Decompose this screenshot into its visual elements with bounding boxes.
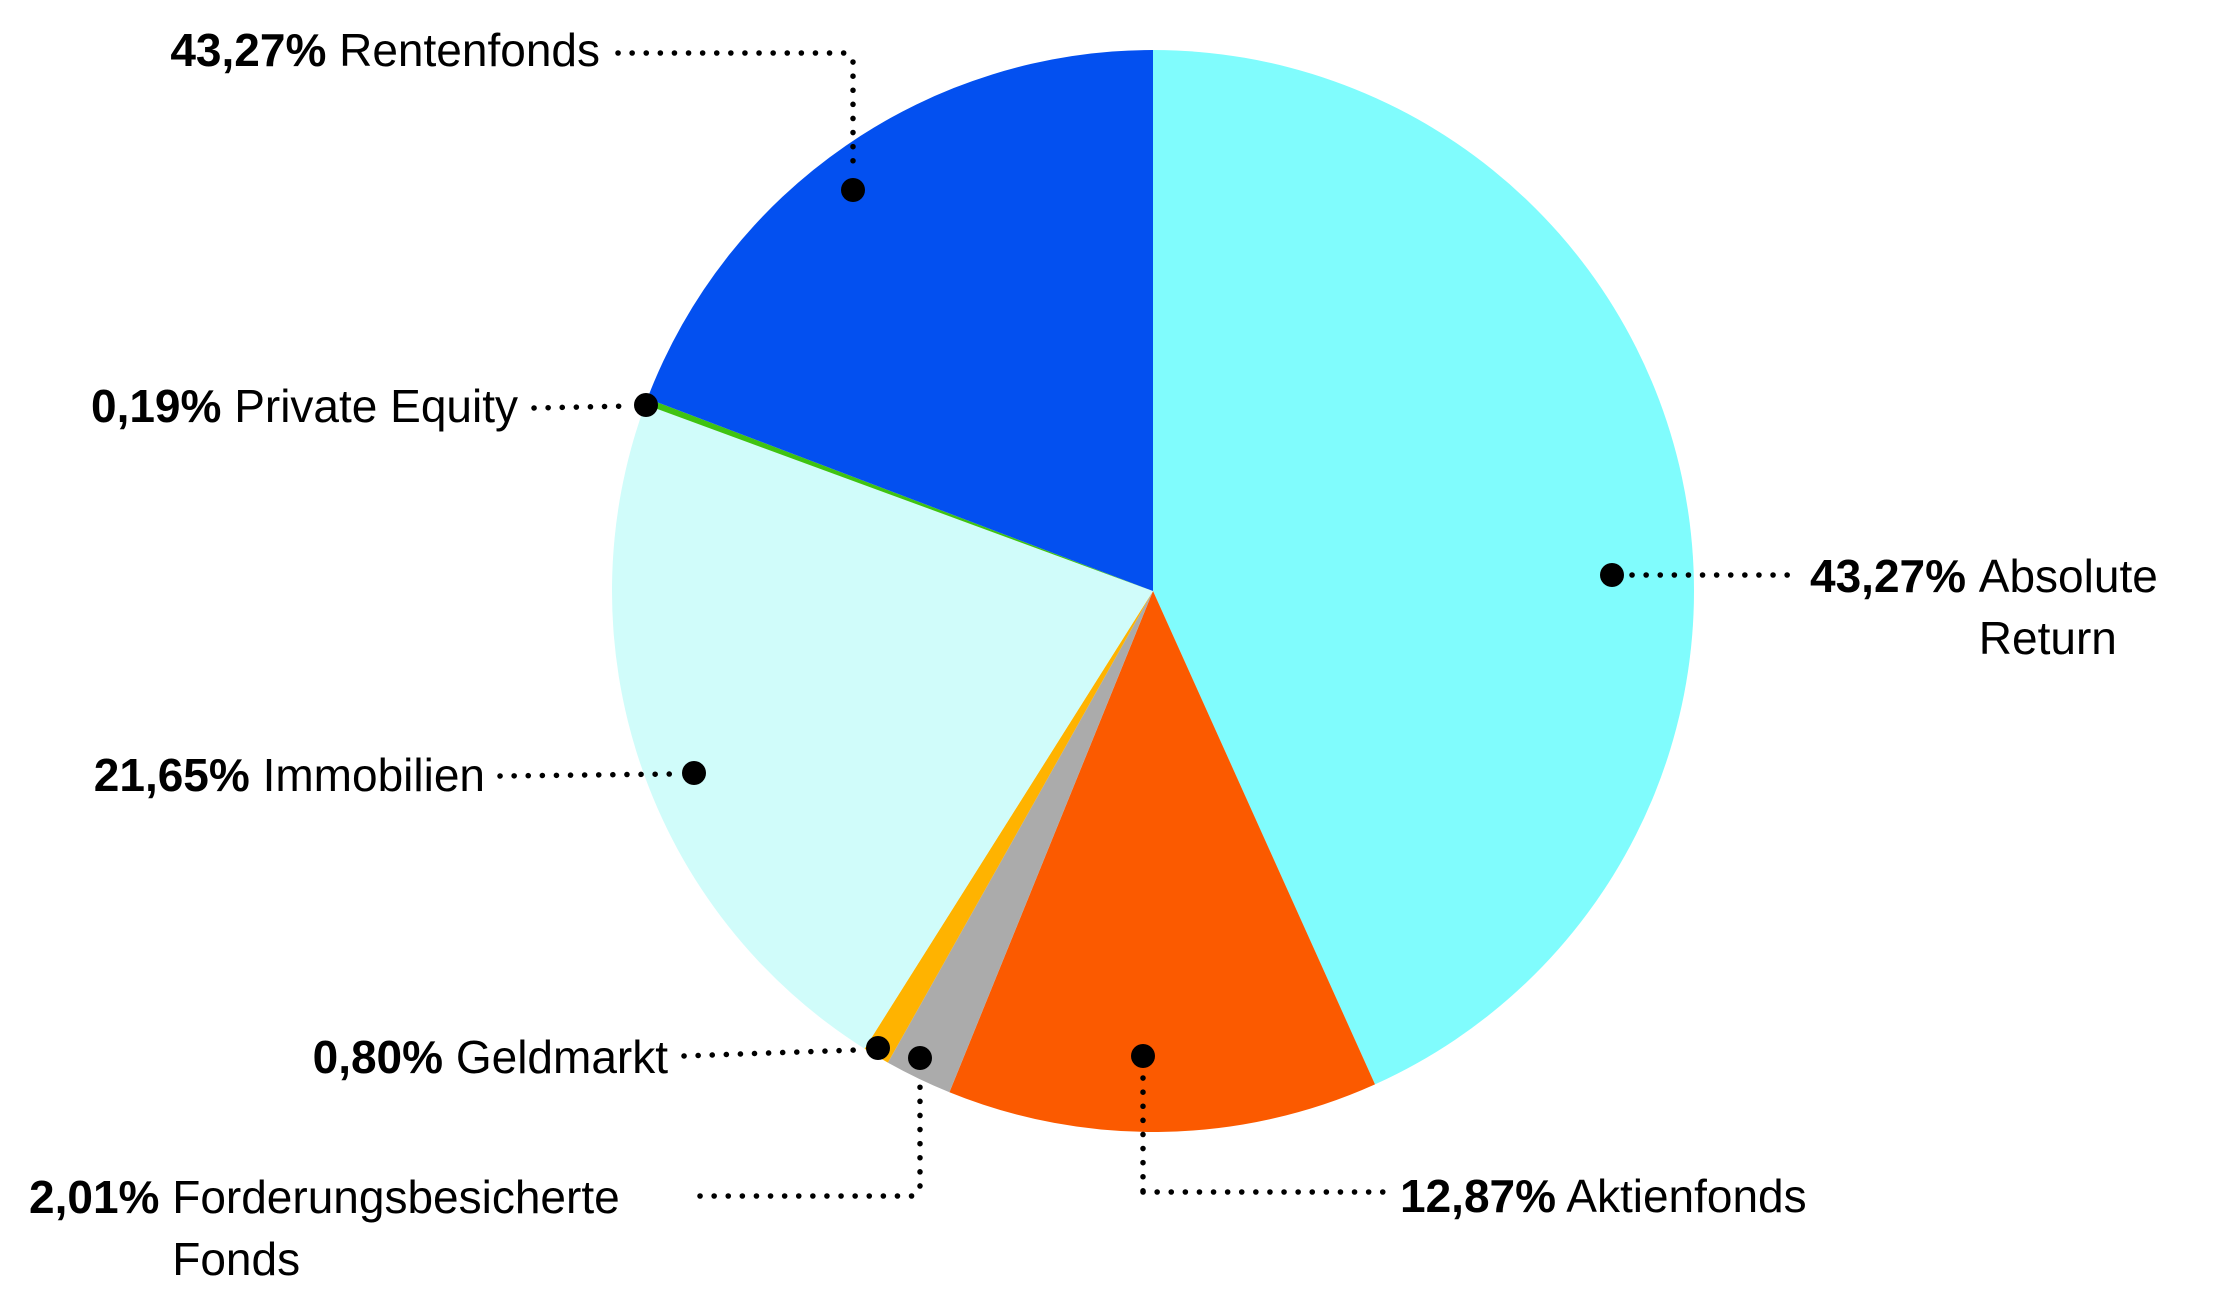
leader-dot-aktienfonds bbox=[1131, 1044, 1155, 1068]
label-forderungsbesicherte-fonds-name: Forderungsbesicherte Fonds bbox=[172, 1171, 620, 1285]
pie-slice-geldmarkt bbox=[864, 591, 1153, 1063]
label-geldmarkt-percent: 0,80% bbox=[312, 1031, 444, 1083]
pie-slice-rentenfonds bbox=[647, 50, 1153, 591]
leader-dot-absolute-return bbox=[1600, 563, 1624, 587]
label-rentenfonds: 43,27% Rentenfonds bbox=[100, 20, 600, 80]
leader-line-private-equity bbox=[531, 403, 631, 411]
pie-slice-immobilien bbox=[611, 404, 1153, 1049]
label-private-equity-percent: 0,19% bbox=[90, 380, 222, 432]
leader-dot-rentenfonds bbox=[841, 178, 865, 202]
label-rentenfonds-name: Rentenfonds bbox=[339, 24, 600, 76]
pie-slice-private-equity bbox=[645, 398, 1153, 591]
label-immobilien-percent: 21,65% bbox=[93, 749, 250, 801]
pie-slice-aktienfonds bbox=[949, 591, 1376, 1133]
leader-line-geldmarkt bbox=[681, 1047, 859, 1059]
label-aktienfonds: 12,87% Aktienfonds bbox=[1400, 1166, 1807, 1226]
label-rentenfonds-percent: 43,27% bbox=[170, 24, 327, 76]
label-immobilien-name: Immobilien bbox=[262, 749, 485, 801]
label-private-equity: 0,19% Private Equity bbox=[40, 376, 518, 436]
leader-dot-geldmarkt bbox=[866, 1036, 890, 1060]
label-immobilien: 21,65% Immobilien bbox=[40, 745, 485, 805]
label-forderungsbesicherte-fonds: 2,01% Forderungsbesicherte Fonds bbox=[29, 1166, 672, 1290]
label-geldmarkt-name: Geldmarkt bbox=[455, 1031, 668, 1083]
leader-dot-private-equity bbox=[634, 393, 658, 417]
label-forderungsbesicherte-fonds-percent: 2,01% bbox=[29, 1171, 160, 1223]
pie-slice-forderungsbesicherte-fonds bbox=[887, 591, 1153, 1093]
label-absolute-return-percent: 43,27% bbox=[1810, 550, 1967, 602]
label-private-equity-name: Private Equity bbox=[234, 380, 518, 432]
label-aktienfonds-name: Aktienfonds bbox=[1566, 1170, 1807, 1222]
leader-dot-immobilien bbox=[682, 761, 706, 785]
leader-dot-forderungsbesicherte-fonds bbox=[908, 1046, 932, 1070]
leader-line-immobilien bbox=[497, 771, 675, 779]
label-geldmarkt: 0,80% Geldmarkt bbox=[250, 1027, 668, 1087]
label-absolute-return-name: Absolute Return bbox=[1978, 550, 2158, 664]
label-aktienfonds-percent: 12,87% bbox=[1400, 1170, 1557, 1222]
label-absolute-return: 43,27% Absolute Return bbox=[1810, 545, 2191, 669]
pie-slice-absolute-return bbox=[1153, 50, 1695, 1085]
